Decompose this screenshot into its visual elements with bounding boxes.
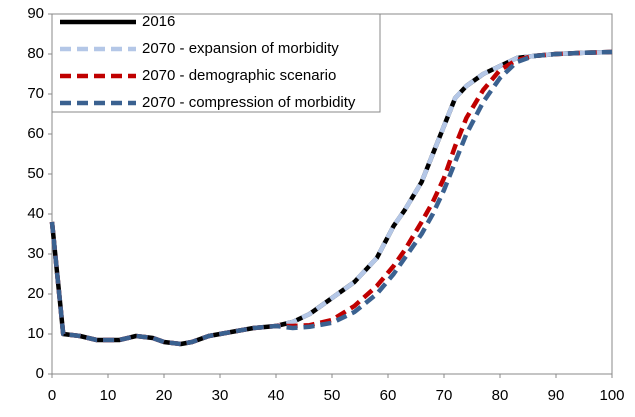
y-tick-label: 60 (27, 125, 44, 142)
y-tick-label: 70 (27, 85, 44, 102)
x-tick-label: 0 (48, 387, 56, 404)
legend-box (51, 13, 381, 113)
x-tick-label: 70 (436, 387, 453, 404)
y-tick-label: 20 (27, 285, 44, 302)
x-tick-label: 80 (492, 387, 509, 404)
x-tick-label: 90 (548, 387, 565, 404)
y-tick-label: 10 (27, 325, 44, 342)
x-tick-label: 100 (599, 387, 624, 404)
series-line (49, 49, 613, 347)
x-tick-label: 50 (324, 387, 341, 404)
y-tick-label: 50 (27, 165, 44, 182)
legend-label: 2070 - compression of morbidity (142, 94, 356, 111)
y-tick-label: 40 (27, 205, 44, 222)
x-tick-label: 40 (268, 387, 285, 404)
y-tick-label: 0 (36, 365, 44, 382)
legend-label: 2016 (142, 13, 175, 30)
x-tick-label: 10 (100, 387, 117, 404)
legend-label: 2070 - demographic scenario (142, 67, 336, 84)
y-tick-label: 30 (27, 245, 44, 262)
y-tick-label: 80 (27, 45, 44, 62)
x-tick-label: 20 (156, 387, 173, 404)
x-tick-label: 30 (212, 387, 229, 404)
legend-label: 2070 - expansion of morbidity (142, 40, 339, 57)
x-tick-label: 60 (380, 387, 397, 404)
y-tick-label: 90 (27, 5, 44, 22)
